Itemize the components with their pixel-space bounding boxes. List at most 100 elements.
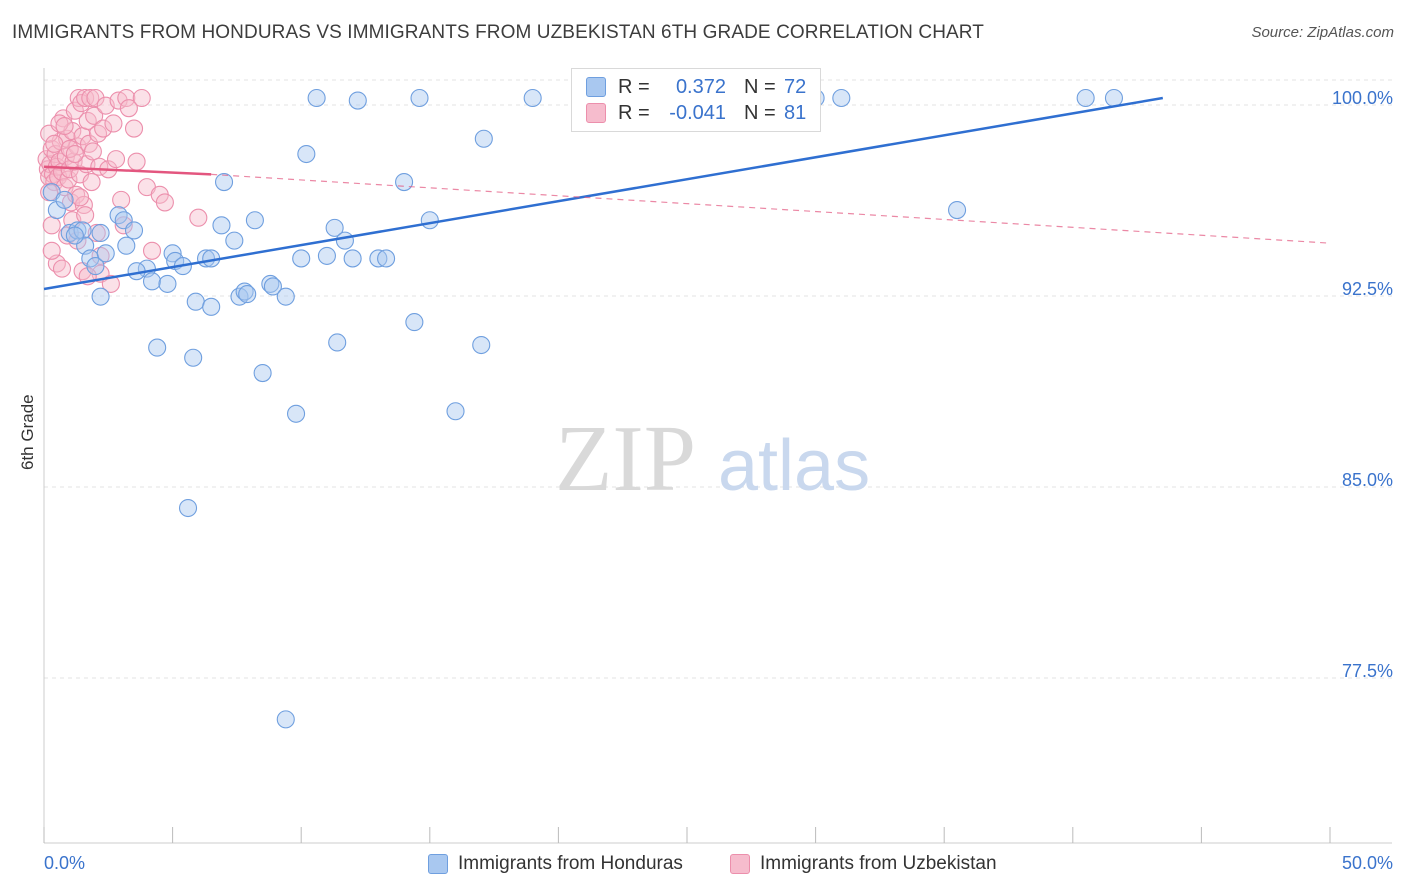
bottom-legend-swatch-honduras bbox=[428, 854, 448, 874]
uzbekistan-point bbox=[82, 172, 101, 192]
grid-layer bbox=[44, 79, 1392, 679]
uzbekistan-point bbox=[70, 188, 90, 207]
honduras-point bbox=[184, 348, 203, 367]
honduras-point bbox=[328, 333, 347, 352]
axes-layer bbox=[43, 68, 1392, 844]
honduras-point bbox=[343, 249, 362, 268]
uzbekistan-point bbox=[106, 150, 126, 169]
uzbekistan-point bbox=[119, 99, 138, 118]
uzbekistan-point bbox=[124, 119, 144, 138]
honduras-point bbox=[142, 272, 162, 291]
uzbekistan-point bbox=[189, 208, 208, 227]
legend-n-value: 81 bbox=[784, 101, 807, 124]
honduras-point bbox=[225, 231, 244, 250]
y-tick-label: 77.5% bbox=[1342, 661, 1393, 681]
uzbekistan-point bbox=[91, 246, 110, 265]
uzbekistan-point bbox=[55, 116, 74, 136]
uzbekistan-point bbox=[83, 142, 102, 161]
honduras-point bbox=[202, 297, 221, 316]
honduras-point bbox=[317, 246, 336, 265]
honduras-point bbox=[276, 287, 295, 306]
legend-n-value: 72 bbox=[784, 75, 807, 98]
honduras-point bbox=[214, 172, 234, 192]
x-tick-label: 50.0% bbox=[1342, 853, 1393, 873]
watermark-zip: ZIP bbox=[555, 407, 696, 511]
bottom-legend-label-honduras: Immigrants from Honduras bbox=[458, 853, 683, 874]
honduras-point bbox=[124, 221, 144, 240]
honduras-point bbox=[68, 221, 87, 240]
legend-r-value: -0.041 bbox=[669, 101, 726, 124]
uzbekistan-point bbox=[112, 190, 131, 209]
honduras-point bbox=[377, 249, 396, 268]
honduras-point bbox=[348, 91, 367, 110]
uzbekistan-point bbox=[81, 88, 100, 108]
honduras-point bbox=[325, 218, 344, 237]
honduras-point bbox=[91, 287, 110, 306]
uzbekistan-point bbox=[42, 216, 61, 235]
bottom-legend-label-uzbekistan: Immigrants from Uzbekistan bbox=[760, 853, 997, 874]
legend-n-label: N = bbox=[744, 75, 776, 98]
honduras-point bbox=[297, 144, 316, 164]
honduras-point bbox=[158, 274, 177, 293]
honduras-point bbox=[276, 710, 295, 729]
honduras-point bbox=[178, 498, 198, 518]
y-tick-label: 100.0% bbox=[1332, 88, 1393, 108]
uzbekistan-point bbox=[60, 139, 79, 158]
honduras-point bbox=[186, 292, 205, 311]
y-tick-label: 92.5% bbox=[1342, 279, 1393, 299]
honduras-point bbox=[420, 211, 439, 230]
honduras-point bbox=[235, 282, 254, 301]
bottom-legend-swatch-uzbekistan bbox=[730, 854, 750, 874]
honduras-point bbox=[91, 223, 110, 243]
chart-title: IMMIGRANTS FROM HONDURAS VS IMMIGRANTS F… bbox=[12, 22, 984, 43]
legend-r-value: 0.372 bbox=[675, 75, 726, 98]
uzbekistan-point bbox=[87, 223, 106, 243]
honduras-point bbox=[292, 249, 311, 268]
uzbekistan-point bbox=[114, 216, 133, 235]
honduras-point bbox=[335, 231, 354, 250]
watermark: ZIP atlas bbox=[555, 407, 870, 511]
uzbekistan-point bbox=[101, 274, 120, 293]
uzbekistan-point bbox=[45, 134, 64, 153]
y-axis-label: 6th Grade bbox=[18, 394, 37, 470]
bottom-legend-uzbekistan: Immigrants from Uzbekistan bbox=[730, 852, 997, 876]
honduras-point bbox=[65, 226, 84, 245]
legend-r-label: R = bbox=[618, 75, 650, 98]
legend-r-label: R = bbox=[618, 101, 650, 124]
uzbekistan-point bbox=[142, 241, 162, 260]
honduras-point bbox=[523, 88, 542, 108]
honduras-point bbox=[238, 285, 257, 304]
honduras-point bbox=[948, 201, 967, 220]
uzbekistan-point bbox=[155, 193, 174, 212]
honduras-point bbox=[55, 190, 74, 209]
uzbekistan-point bbox=[94, 119, 113, 138]
y-tick-label: 85.0% bbox=[1342, 470, 1393, 490]
honduras-point bbox=[253, 363, 272, 383]
honduras-point bbox=[472, 335, 491, 355]
honduras-trend-line bbox=[43, 96, 1164, 291]
honduras-point bbox=[261, 274, 280, 293]
uzbekistan-trend-line bbox=[43, 165, 212, 176]
trend-layer bbox=[43, 96, 1331, 291]
bottom-legend-honduras: Immigrants from Honduras bbox=[428, 852, 683, 876]
uzbekistan-point bbox=[76, 88, 95, 108]
source-label: Source: ZipAtlas.com bbox=[1251, 24, 1394, 41]
uzbekistan-point bbox=[127, 152, 146, 171]
honduras-point bbox=[212, 216, 231, 235]
uzbekistan-point bbox=[85, 106, 104, 125]
uzbekistan-point bbox=[132, 88, 151, 108]
x-tick-label: 0.0% bbox=[44, 853, 85, 873]
uzbekistan-point bbox=[86, 88, 105, 108]
uzbekistan-point bbox=[52, 259, 72, 278]
uzbekistan-point bbox=[65, 144, 84, 164]
honduras-point bbox=[410, 88, 429, 108]
uzbekistan-point bbox=[42, 241, 61, 260]
legend-swatch-uzbekistan bbox=[586, 103, 606, 123]
uzbekistan-point bbox=[104, 114, 123, 133]
legend-row-honduras: R = 0.372 N = 72 bbox=[586, 75, 806, 99]
honduras-point bbox=[245, 211, 264, 230]
honduras-point bbox=[1104, 88, 1124, 108]
honduras-point bbox=[307, 88, 326, 108]
honduras-point bbox=[96, 244, 115, 263]
